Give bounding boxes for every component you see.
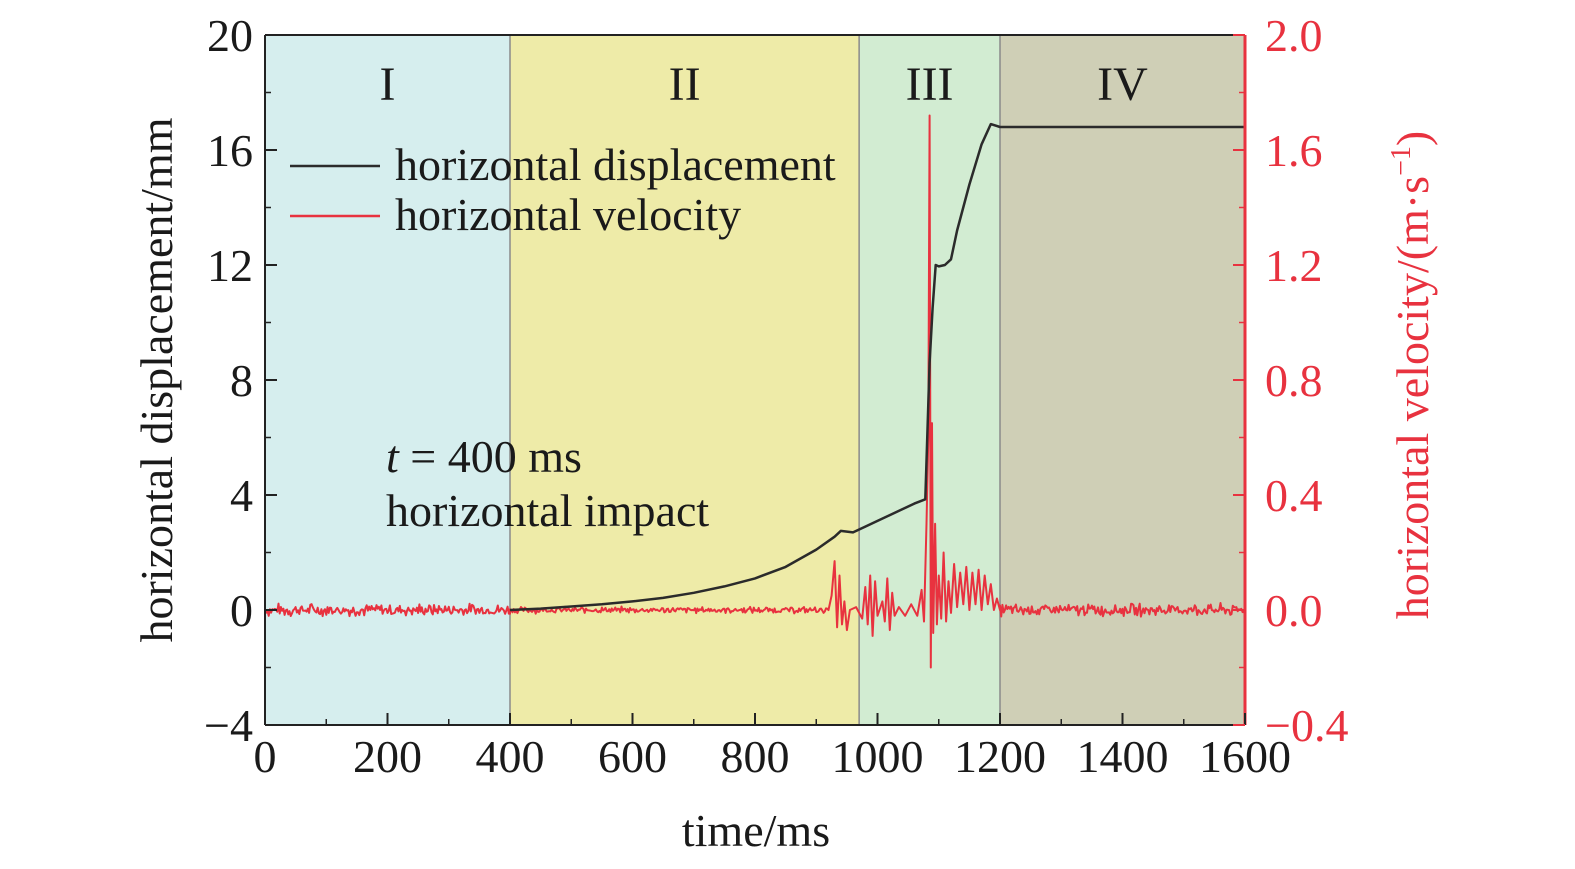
series-horizontal-velocity bbox=[264, 114, 1246, 669]
y-right-tick-label-2: 0.4 bbox=[1265, 470, 1323, 521]
y-right-tick-label-0: −0.4 bbox=[1265, 700, 1348, 751]
y-left-tick-label-4: 12 bbox=[207, 240, 253, 291]
y-right-tick-label-5: 1.6 bbox=[1265, 125, 1323, 176]
y-right-axis-title-sup: −1 bbox=[1386, 146, 1417, 176]
stage-labels: I II III IV bbox=[380, 58, 1149, 111]
annotation-line2: horizontal impact bbox=[386, 485, 709, 536]
legend: horizontal displacement horizontal veloc… bbox=[290, 139, 836, 240]
x-tick-label-2: 400 bbox=[476, 731, 545, 782]
x-tick-label-4: 800 bbox=[721, 731, 790, 782]
region-label-3: III bbox=[906, 58, 954, 111]
y-right-axis-title: horizontal velocity/(m·s−1) bbox=[1386, 131, 1438, 619]
annotation-line1: t = 400 ms bbox=[386, 431, 582, 482]
ticks: 0 200 400 600 800 1000 1200 1400 1600−4048121620… bbox=[204, 10, 1348, 782]
series-layer bbox=[264, 114, 1246, 669]
x-tick-label-6: 1200 bbox=[954, 731, 1046, 782]
x-axis-title: time/ms bbox=[682, 805, 830, 856]
y-right-tick-label-4: 1.2 bbox=[1265, 240, 1323, 291]
annotation-value: = 400 ms bbox=[399, 431, 582, 482]
x-tick-label-3: 600 bbox=[598, 731, 667, 782]
y-left-tick-label-1: 0 bbox=[230, 585, 253, 636]
annotation-variable: t bbox=[386, 431, 400, 482]
y-right-axis-title-main: horizontal velocity/(m·s bbox=[1387, 176, 1438, 619]
x-tick-label-8: 1600 bbox=[1199, 731, 1291, 782]
region-label-2: II bbox=[669, 58, 701, 111]
legend-label-velocity: horizontal velocity bbox=[395, 189, 741, 240]
legend-label-displacement: horizontal displacement bbox=[395, 139, 836, 190]
y-right-tick-label-1: 0.0 bbox=[1265, 585, 1323, 636]
x-tick-label-1: 200 bbox=[353, 731, 422, 782]
y-left-tick-label-6: 20 bbox=[207, 10, 253, 61]
y-right-tick-label-3: 0.8 bbox=[1265, 355, 1323, 406]
x-tick-label-7: 1400 bbox=[1077, 731, 1169, 782]
y-right-axis-title-close: ) bbox=[1387, 131, 1438, 146]
annotation: t = 400 ms horizontal impact bbox=[386, 431, 709, 536]
region-label-4: IV bbox=[1097, 58, 1148, 111]
y-right-tick-label-6: 2.0 bbox=[1265, 10, 1323, 61]
y-left-tick-label-2: 4 bbox=[230, 470, 253, 521]
series-horizontal-displacement bbox=[509, 122, 1245, 612]
y-left-tick-label-3: 8 bbox=[230, 355, 253, 406]
x-tick-label-0: 0 bbox=[254, 731, 277, 782]
y-left-axis-title: horizontal displacement/mm bbox=[131, 117, 182, 642]
region-4 bbox=[1000, 35, 1245, 725]
region-label-1: I bbox=[380, 58, 396, 111]
x-tick-label-5: 1000 bbox=[832, 731, 924, 782]
y-left-tick-label-0: −4 bbox=[204, 700, 253, 751]
y-left-tick-label-5: 16 bbox=[207, 125, 253, 176]
